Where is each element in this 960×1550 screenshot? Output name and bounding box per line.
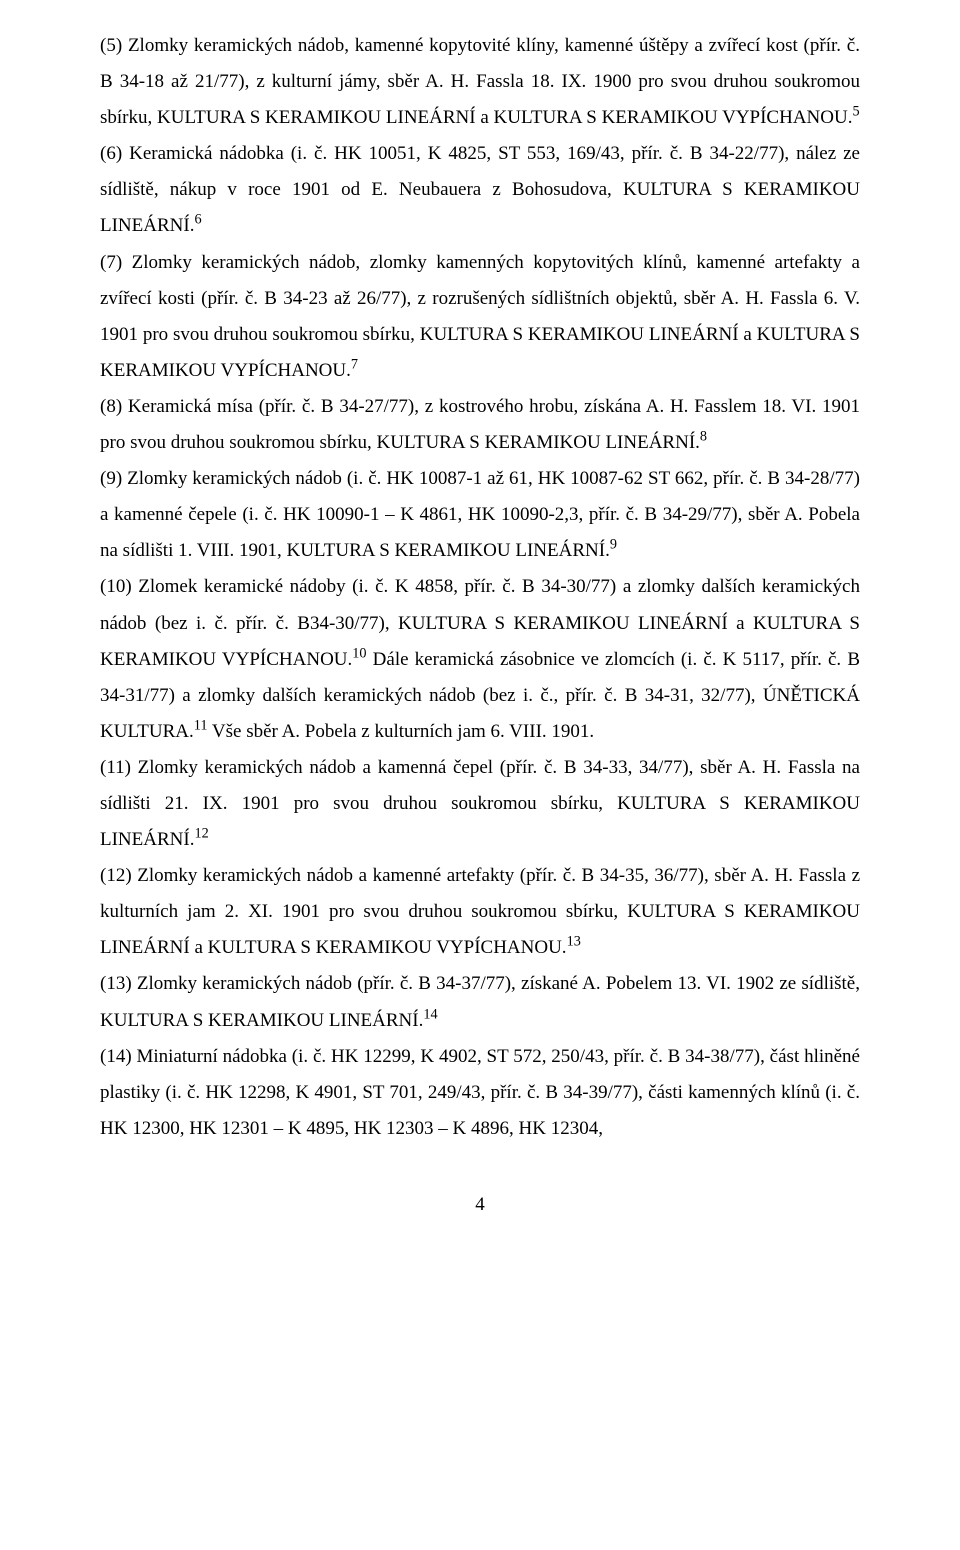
text-run: (5) Zlomky keramických nádob, kamenné ko… <box>100 35 860 128</box>
paragraph: (14) Miniaturní nádobka (i. č. HK 12299,… <box>100 1039 860 1147</box>
footnote-ref: 13 <box>567 934 581 950</box>
paragraph: (10) Zlomek keramické nádoby (i. č. K 48… <box>100 569 860 749</box>
page-number: 4 <box>100 1187 860 1223</box>
footnote-ref: 7 <box>351 357 358 373</box>
paragraph: (5) Zlomky keramických nádob, kamenné ko… <box>100 28 860 136</box>
text-run: (9) Zlomky keramických nádob (i. č. HK 1… <box>100 468 860 561</box>
text-run: (7) Zlomky keramických nádob, zlomky kam… <box>100 252 860 381</box>
text-run: (14) Miniaturní nádobka (i. č. HK 12299,… <box>100 1046 860 1139</box>
text-run: (12) Zlomky keramických nádob a kamenné … <box>100 865 860 958</box>
footnote-ref: 10 <box>352 645 366 661</box>
footnote-ref: 6 <box>194 212 201 228</box>
paragraph: (8) Keramická mísa (přír. č. B 34-27/77)… <box>100 389 860 461</box>
paragraph: (7) Zlomky keramických nádob, zlomky kam… <box>100 245 860 389</box>
footnote-ref: 8 <box>700 429 707 445</box>
paragraph: (12) Zlomky keramických nádob a kamenné … <box>100 858 860 966</box>
text-run: (11) Zlomky keramických nádob a kamenná … <box>100 757 860 850</box>
paragraph: (9) Zlomky keramických nádob (i. č. HK 1… <box>100 461 860 569</box>
text-run: (13) Zlomky keramických nádob (přír. č. … <box>100 973 860 1030</box>
text-run: Vše sběr A. Pobela z kulturních jam 6. V… <box>208 721 595 742</box>
document-body: (5) Zlomky keramických nádob, kamenné ko… <box>100 28 860 1147</box>
footnote-ref: 11 <box>194 717 208 733</box>
footnote-ref: 9 <box>610 537 617 553</box>
footnote-ref: 12 <box>194 826 208 842</box>
footnote-ref: 14 <box>423 1006 437 1022</box>
text-run: (8) Keramická mísa (přír. č. B 34-27/77)… <box>100 396 860 453</box>
text-run: (6) Keramická nádobka (i. č. HK 10051, K… <box>100 143 860 236</box>
footnote-ref: 5 <box>852 104 859 120</box>
paragraph: (13) Zlomky keramických nádob (přír. č. … <box>100 966 860 1038</box>
paragraph: (11) Zlomky keramických nádob a kamenná … <box>100 750 860 858</box>
paragraph: (6) Keramická nádobka (i. č. HK 10051, K… <box>100 136 860 244</box>
